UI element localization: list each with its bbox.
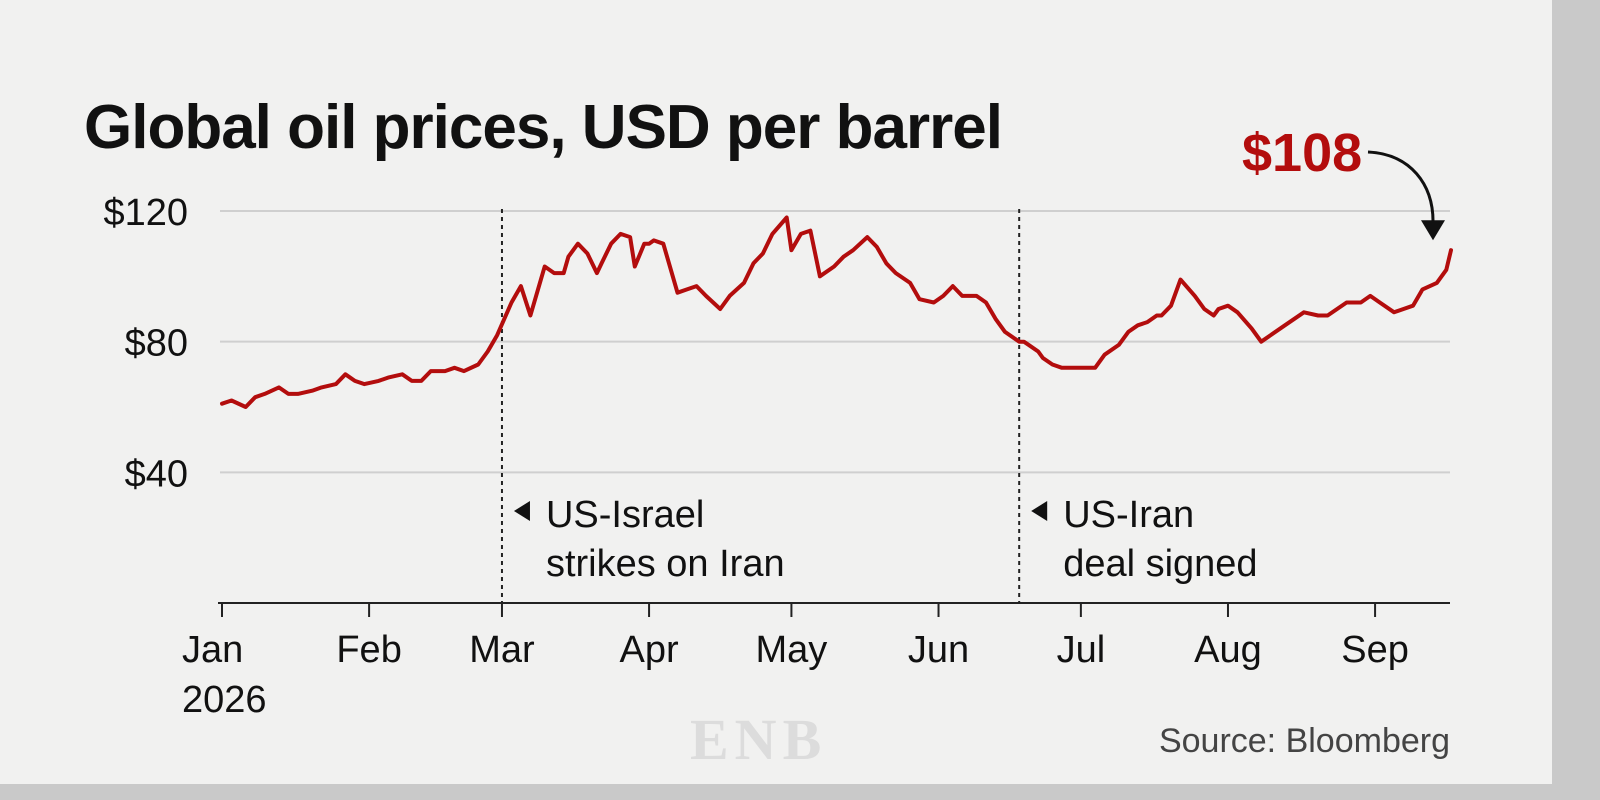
gridlines bbox=[220, 210, 1450, 474]
x-tick-label: Sep bbox=[1341, 629, 1409, 671]
current-price-callout: $108 bbox=[1242, 123, 1363, 183]
x-tick-sublabel: 2026 bbox=[182, 679, 267, 721]
annotation-label: US-Iran bbox=[1063, 494, 1194, 536]
callout-arrowhead-icon bbox=[1421, 220, 1445, 241]
x-tick-label: Apr bbox=[619, 629, 678, 671]
x-tick-label: Jul bbox=[1057, 629, 1106, 671]
x-tick-label: May bbox=[756, 629, 828, 671]
event-annotations: US-Israel strikes on Iran US-Iran deal sign… bbox=[500, 209, 1258, 603]
chart-title: Global oil prices, USD per barrel bbox=[84, 93, 1003, 162]
annotation-label: deal signed bbox=[1063, 543, 1257, 585]
watermark-logo: ENB bbox=[690, 707, 828, 772]
x-axis: Jan 2026 Feb Mar Apr May Jun Jul Aug Sep bbox=[182, 602, 1450, 721]
annotation-pointer-icon bbox=[1031, 501, 1048, 521]
annotation-label: US-Israel bbox=[546, 494, 704, 536]
x-tick-label: Aug bbox=[1194, 629, 1262, 671]
y-tick-label: $120 bbox=[103, 192, 188, 234]
callout-arrow-icon bbox=[1367, 150, 1445, 241]
chart-panel bbox=[0, 0, 1552, 784]
annotation-label: strikes on Iran bbox=[546, 543, 785, 585]
x-tick-label: Mar bbox=[469, 629, 535, 671]
y-axis-ticks: $120 $80 $40 bbox=[103, 192, 188, 495]
price-series bbox=[220, 215, 1453, 409]
callout-arrow-curve bbox=[1367, 150, 1435, 225]
y-tick-label: $40 bbox=[125, 453, 188, 495]
x-tick-label: Jan bbox=[182, 629, 243, 671]
x-tick-label: Jun bbox=[908, 629, 969, 671]
source-note: Source: Bloomberg bbox=[1158, 722, 1450, 760]
price-line bbox=[220, 215, 1453, 409]
annotation-pointer-icon bbox=[513, 501, 530, 521]
x-tick-label: Feb bbox=[336, 629, 401, 671]
y-tick-label: $80 bbox=[125, 323, 188, 365]
